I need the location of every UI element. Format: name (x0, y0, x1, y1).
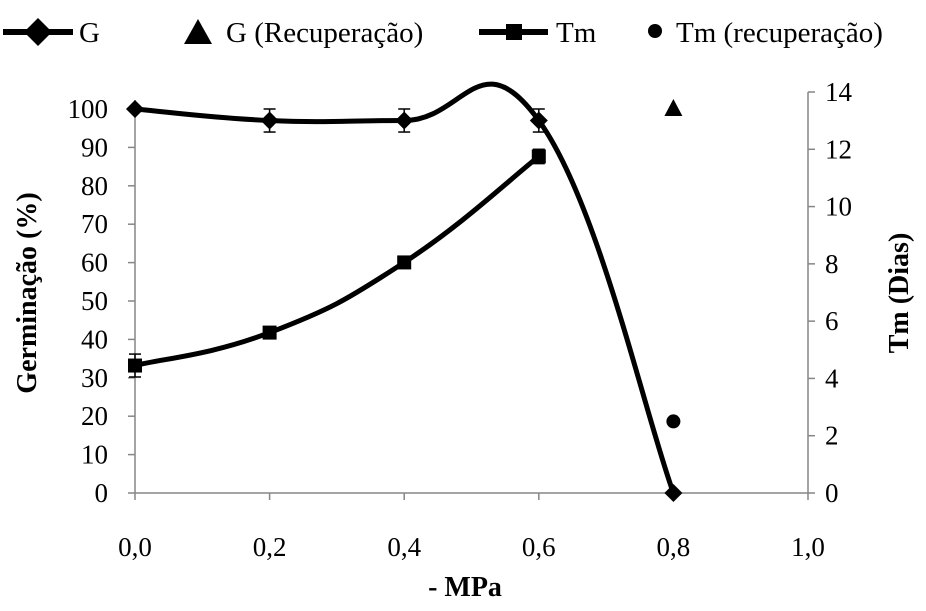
data-point-tm-recuperacao (666, 414, 681, 429)
right-y-tick-label: 14 (825, 77, 853, 107)
right-y-tick-label: 0 (825, 478, 839, 508)
right-y-axis-title: Tm (Dias) (884, 233, 915, 354)
right-y-tick-label: 10 (825, 192, 852, 222)
right-y-tick-label: 8 (825, 249, 839, 279)
series-markers (126, 99, 683, 502)
left-y-tick-label: 30 (81, 363, 108, 393)
legend-item-tm: Tm (479, 17, 597, 49)
right-y-tick-label: 6 (825, 306, 839, 336)
ticks: 0,0 0,2 0,4 0,6 0,8 1,00102030405060708090100… (68, 77, 853, 562)
left-y-tick-label: 90 (81, 132, 108, 162)
data-point-g (126, 100, 144, 118)
series-line-tm (134, 154, 541, 368)
right-y-tick-label: 2 (825, 421, 839, 451)
left-y-tick-label: 70 (81, 209, 108, 239)
left-y-tick-label: 50 (81, 286, 108, 316)
left-y-tick-label: 80 (81, 171, 108, 201)
data-point-tm (128, 358, 142, 373)
data-point-tm (262, 325, 277, 340)
data-point-g (529, 111, 548, 130)
legend-label-g-recuperacao: G (Recuperação) (226, 17, 423, 49)
x-tick-label: 0,0 (118, 532, 152, 562)
x-tick-label: 0,6 (522, 532, 556, 562)
data-point-g (395, 111, 414, 130)
legend-item-g-recuperacao: G (Recuperação) (184, 17, 423, 49)
data-point-g (260, 111, 279, 130)
data-point-tm (397, 255, 412, 270)
x-tick-label: 0,4 (387, 532, 421, 562)
series-line-g (134, 81, 676, 494)
legend: G G (Recuperação) Tm Tm (recuperação) (3, 17, 883, 49)
data-point-g (664, 484, 683, 502)
x-tick-label: 0,8 (657, 532, 691, 562)
legend-item-g: G (3, 17, 100, 49)
left-y-tick-label: 10 (81, 440, 108, 470)
data-point-tm (531, 149, 546, 164)
x-tick-label: 0,2 (253, 532, 287, 562)
legend-label-tm: Tm (556, 17, 597, 49)
data-point-g-recuperacao (664, 99, 683, 116)
left-y-tick-label: 40 (81, 324, 108, 354)
legend-label-tm-recuperacao: Tm (recuperação) (676, 17, 883, 49)
x-axis-title: - MPa (428, 572, 502, 603)
right-y-tick-label: 4 (825, 363, 839, 393)
left-y-tick-label: 100 (68, 94, 109, 124)
error-bars (129, 108, 545, 378)
left-y-tick-label: 20 (81, 401, 108, 431)
series-lines (134, 81, 676, 494)
x-tick-label: 1,0 (791, 532, 825, 562)
legend-item-tm-recuperacao: Tm (recuperação) (648, 17, 883, 49)
axes (134, 92, 809, 494)
left-y-tick-label: 0 (95, 478, 109, 508)
left-y-tick-label: 60 (81, 248, 108, 278)
right-y-tick-label: 12 (825, 134, 852, 164)
left-y-axis-title: Germinação (%) (12, 192, 43, 393)
legend-label-g: G (79, 17, 100, 49)
